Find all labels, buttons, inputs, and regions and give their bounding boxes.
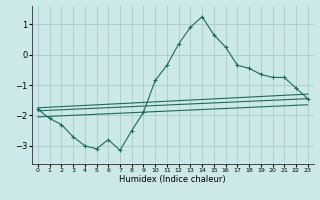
X-axis label: Humidex (Indice chaleur): Humidex (Indice chaleur) [119, 175, 226, 184]
